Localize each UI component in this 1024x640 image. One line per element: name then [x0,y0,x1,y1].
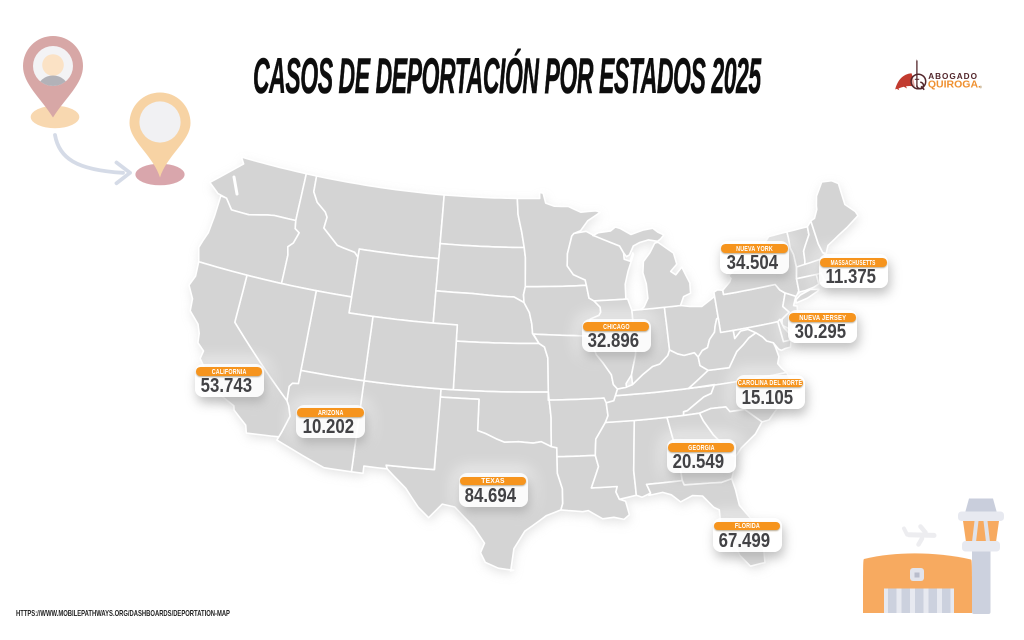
svg-text:ABOGADO: ABOGADO [928,72,978,81]
svg-text:®: ® [980,85,983,89]
svg-text:QUIROGA.: QUIROGA. [928,79,981,91]
